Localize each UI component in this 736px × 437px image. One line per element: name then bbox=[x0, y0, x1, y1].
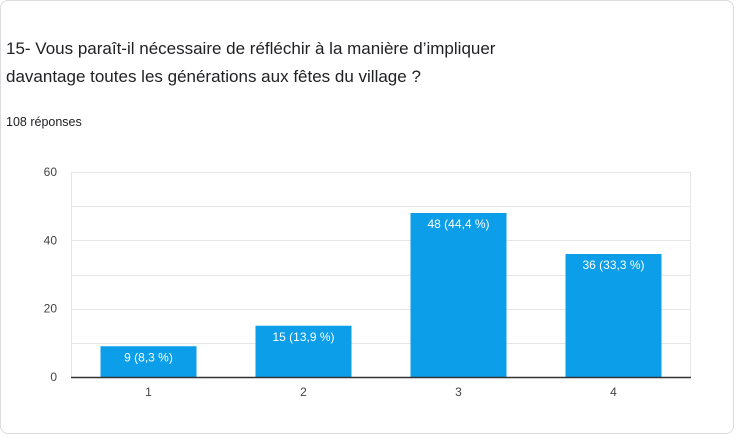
bar-3 bbox=[410, 213, 507, 377]
bar-1 bbox=[100, 346, 197, 377]
bar-data-label-3: 48 (44,4 %) bbox=[427, 217, 489, 231]
bar-layer: 9 (8,3 %) 15 (13,9 %) 48 (44,4 %) 36 (33,3 … bbox=[100, 213, 662, 377]
x-tick-label-3: 3 bbox=[455, 385, 462, 399]
bar-4 bbox=[565, 254, 662, 377]
bar-2 bbox=[255, 325, 352, 377]
y-tick-label-60: 60 bbox=[44, 165, 58, 179]
question-title: 15- Vous paraît-il nécessaire de réfléch… bbox=[6, 35, 606, 91]
y-tick-label-0: 0 bbox=[50, 370, 57, 384]
y-tick-label-20: 20 bbox=[44, 302, 58, 316]
question-title-line-1: 15- Vous paraît-il nécessaire de réfléch… bbox=[6, 39, 496, 58]
question-title-line-2: davantage toutes les générations aux fêt… bbox=[6, 67, 421, 86]
x-tick-label-4: 4 bbox=[610, 385, 617, 399]
bar-data-label-2: 15 (13,9 %) bbox=[272, 330, 334, 344]
bar-data-label-4: 36 (33,3 %) bbox=[582, 258, 644, 272]
x-tick-label-2: 2 bbox=[300, 385, 307, 399]
grid-layer bbox=[71, 172, 691, 377]
response-count: 108 réponses bbox=[6, 115, 82, 129]
bar-data-label-1: 9 (8,3 %) bbox=[124, 350, 173, 364]
x-tick-label-1: 1 bbox=[145, 385, 152, 399]
axis-layer: 0 20 40 60 1 2 3 4 bbox=[44, 165, 691, 399]
y-tick-label-40: 40 bbox=[44, 233, 58, 247]
